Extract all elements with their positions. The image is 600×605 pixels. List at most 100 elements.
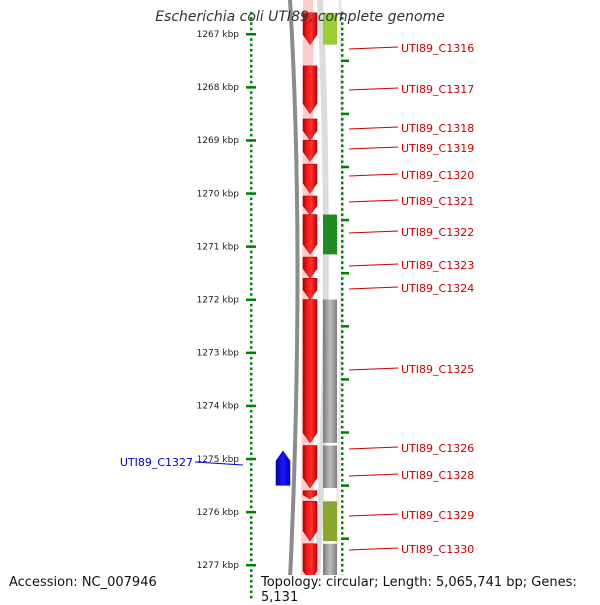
inner-minor-tick (341, 473, 344, 477)
gene-label-leader (348, 367, 399, 371)
ruler-major-tick (246, 457, 256, 461)
ruler-minor-tick (250, 117, 253, 121)
ruler-minor-tick (250, 420, 253, 424)
inner-minor-tick (341, 468, 344, 471)
ruler-minor-tick (250, 516, 253, 519)
ruler-minor-tick (250, 415, 253, 418)
inner-minor-tick (341, 155, 344, 158)
inner-minor-tick (341, 309, 344, 312)
inner-minor-tick (341, 75, 344, 78)
inner-minor-tick (341, 171, 344, 174)
inner-minor-tick (341, 17, 344, 20)
ruler-minor-tick (250, 218, 253, 222)
gene-arrow (302, 12, 318, 46)
gene-label-leader (348, 473, 399, 477)
ruler-minor-tick (250, 293, 253, 296)
inner-minor-tick (341, 54, 344, 57)
inner-minor-tick (341, 303, 344, 307)
ruler-minor-tick (250, 38, 253, 41)
inner-minor-tick (341, 256, 344, 259)
gene-label: UTI89_C1329 (401, 509, 474, 522)
gene-label: UTI89_C1328 (401, 469, 474, 482)
ruler-minor-tick (250, 202, 253, 206)
gene-label-leader (348, 547, 399, 551)
ruler-minor-tick (250, 43, 253, 47)
ruler-minor-tick (250, 590, 253, 594)
ruler-major-tick (246, 86, 256, 89)
ruler-minor-tick (250, 356, 253, 360)
inner-minor-tick (341, 186, 344, 190)
gene-label-leader (348, 230, 399, 234)
ruler-minor-tick (250, 425, 253, 429)
ruler-major-tick (246, 510, 256, 514)
inner-minor-tick (341, 234, 344, 238)
ruler-minor-tick (250, 340, 253, 344)
inner-minor-tick (341, 447, 344, 450)
ruler-minor-tick (250, 383, 253, 386)
inner-minor-tick (341, 351, 344, 355)
inner-minor-tick (341, 86, 344, 89)
inner-minor-tick (341, 149, 344, 153)
ruler-minor-tick (250, 372, 253, 376)
inner-minor-tick (341, 80, 344, 84)
ruler-minor-tick (250, 532, 253, 535)
ruler-minor-tick (250, 155, 253, 158)
ruler-minor-tick (250, 367, 253, 371)
inner-minor-tick (341, 213, 344, 217)
ruler-minor-tick (250, 102, 253, 105)
cog-bar (323, 501, 337, 542)
backbone-line (287, 0, 300, 600)
inner-minor-tick (341, 128, 344, 132)
gene-arrow (302, 65, 318, 115)
inner-minor-tick (341, 314, 344, 317)
inner-minor-tick (341, 117, 344, 121)
ruler-minor-tick (250, 123, 253, 126)
inner-minor-tick (341, 245, 344, 248)
inner-major-tick (341, 537, 349, 540)
ruler-minor-tick (250, 54, 253, 57)
ruler-minor-tick (250, 80, 253, 84)
ruler-major-tick (246, 245, 256, 248)
ruler-minor-tick (250, 579, 253, 583)
cog-bar (323, 299, 337, 443)
ruler-minor-tick (250, 399, 253, 402)
gene-label-leader (348, 263, 399, 267)
gene-label-leader (348, 146, 399, 150)
inner-minor-tick (341, 553, 344, 556)
ruler-minor-tick (250, 473, 253, 477)
cog-layer (323, 12, 337, 587)
ruler-tick-label: 1269 kbp (197, 136, 240, 146)
inner-minor-tick (341, 43, 344, 47)
ruler-minor-tick (250, 64, 253, 68)
cog-bar (323, 445, 337, 489)
ruler-minor-tick (250, 27, 253, 31)
gene-label: UTI89_C1319 (401, 142, 474, 155)
ruler-minor-tick (250, 256, 253, 259)
ruler-minor-tick (250, 463, 253, 466)
ruler-minor-tick (250, 91, 253, 94)
inner-minor-tick (341, 415, 344, 418)
ruler-minor-tick (250, 553, 253, 556)
gene-label: UTI89_C1317 (401, 83, 474, 96)
inner-minor-tick (341, 420, 344, 424)
ruler-minor-tick (250, 394, 253, 397)
ruler-minor-tick (250, 266, 253, 270)
gene-arrow (302, 490, 318, 499)
inner-minor-tick (341, 542, 344, 546)
ruler-tick-label: 1271 kbp (197, 242, 240, 252)
inner-minor-tick (341, 335, 344, 339)
inner-minor-tick (341, 224, 344, 227)
ruler-minor-tick (250, 11, 253, 15)
ruler-minor-tick (250, 319, 253, 323)
inner-minor-tick (341, 266, 344, 270)
gene-label-leader (348, 513, 399, 517)
ruler-tick-label: 1276 kbp (197, 508, 240, 518)
ruler-minor-tick (250, 271, 253, 275)
inner-minor-tick (341, 192, 344, 195)
inner-minor-tick (341, 330, 344, 333)
label-layer: UTI89_C1316 UTI89_C1317 UTI89_C1318 UTI89_C… (120, 42, 474, 556)
inner-minor-tick (341, 123, 344, 126)
ruler-minor-tick (250, 75, 253, 78)
ruler-minor-tick (250, 213, 253, 217)
ruler-minor-tick (250, 287, 253, 291)
